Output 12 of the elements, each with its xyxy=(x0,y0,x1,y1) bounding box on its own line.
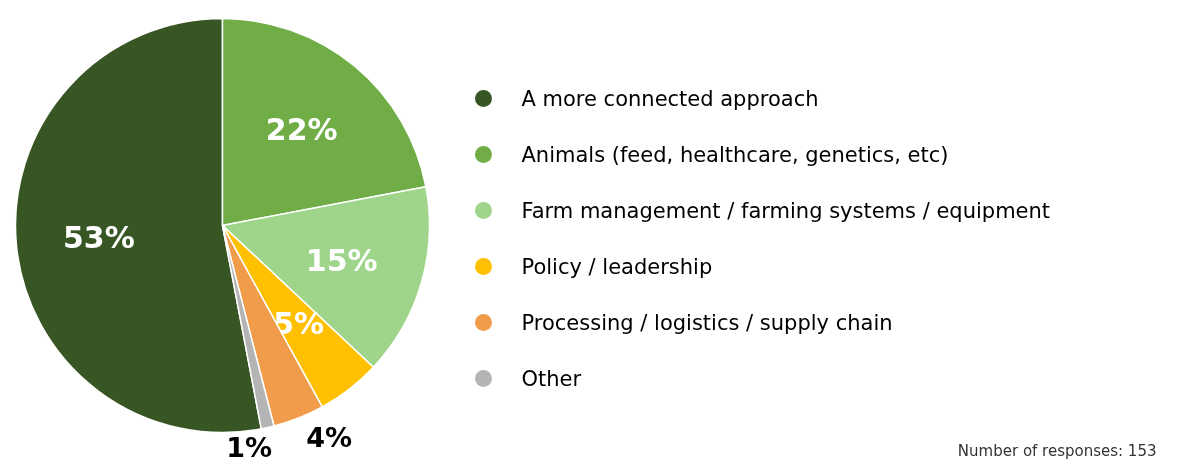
legend-label: Other xyxy=(521,366,582,391)
data-label: 4% xyxy=(306,421,353,453)
data-label: 15% xyxy=(305,242,378,278)
legend-label: Processing / logistics / supply chain xyxy=(521,310,893,335)
data-label: 22% xyxy=(265,112,338,148)
data-label: 1% xyxy=(226,432,273,464)
text: Number of responses: 153 xyxy=(957,441,1157,460)
legend-label: Farm management / farming systems / equipment xyxy=(521,198,1051,223)
data-label: 53% xyxy=(62,219,135,255)
legend-label: Policy / leadership xyxy=(521,254,713,279)
legend-label: A more connected approach xyxy=(521,86,819,111)
legend-label: Animals (feed, healthcare, genetics, etc) xyxy=(521,142,949,167)
